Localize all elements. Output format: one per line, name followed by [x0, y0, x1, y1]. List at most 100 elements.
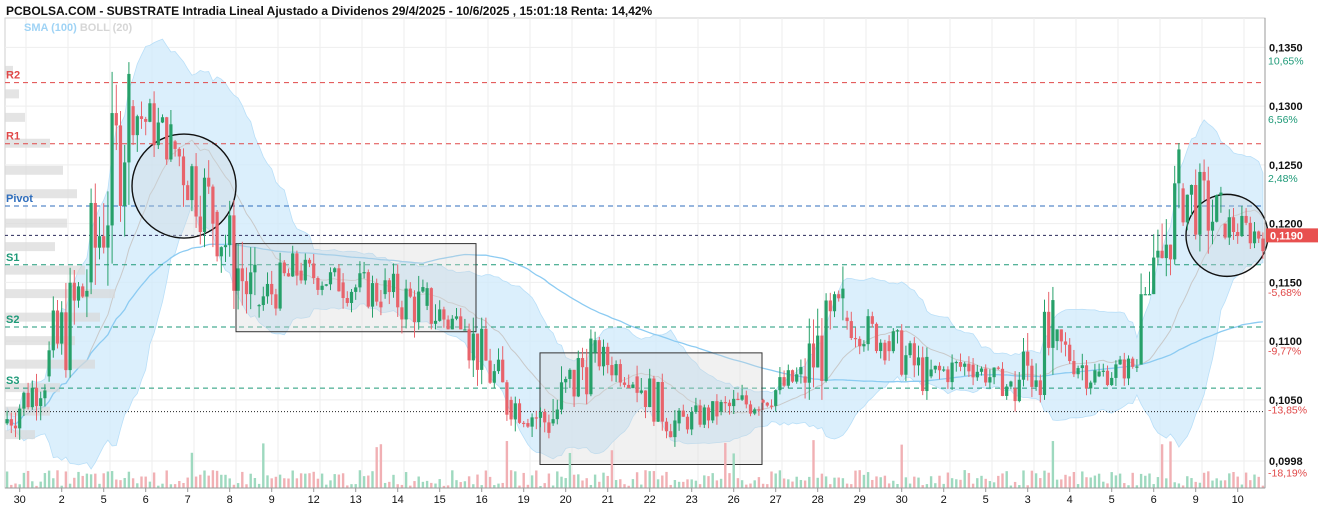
- volume-bar: [81, 475, 84, 488]
- volume-bar: [1257, 476, 1260, 488]
- volume-bar: [1144, 475, 1147, 488]
- candle-body: [1215, 195, 1219, 222]
- candle-body: [110, 113, 114, 226]
- candle-body: [677, 410, 681, 424]
- volume-bar: [1089, 477, 1092, 488]
- candle-body: [946, 369, 950, 383]
- volume-bar: [1102, 481, 1105, 488]
- y-tick-label: 0,1300: [1269, 101, 1303, 113]
- volume-bar: [631, 479, 635, 488]
- volume-bar: [581, 480, 584, 488]
- candle-body: [68, 282, 72, 371]
- candle-body: [1042, 311, 1047, 396]
- volume-bar: [291, 470, 294, 488]
- candle-body: [169, 124, 173, 160]
- volume-bar: [808, 476, 811, 488]
- renta-label: 6,56%: [1268, 114, 1298, 126]
- candle-body: [538, 412, 543, 418]
- volume-bar: [560, 476, 563, 488]
- candle-body: [1093, 370, 1097, 383]
- chart-legend[interactable]: SMA (100) BOLL (20): [24, 22, 132, 34]
- x-tick-label: 5: [1109, 494, 1115, 506]
- candle-body: [1005, 386, 1009, 396]
- volume-bar: [14, 483, 17, 488]
- volume-bar: [60, 485, 63, 488]
- candle-body: [471, 333, 475, 361]
- candle-body: [1021, 351, 1026, 380]
- volume-bar: [493, 485, 496, 488]
- candle-body: [492, 371, 496, 383]
- volume-bar: [862, 474, 866, 488]
- level-label-r2: R2: [6, 70, 20, 82]
- candle-body: [1089, 382, 1093, 389]
- bollinger-band: [6, 38, 1264, 470]
- volume-bar: [623, 484, 626, 488]
- volume-bar: [812, 440, 815, 488]
- candle-body: [165, 117, 169, 160]
- candle-body: [202, 177, 207, 233]
- candle-body: [929, 369, 933, 377]
- volume-bar: [610, 450, 614, 488]
- legend-sma[interactable]: SMA (100): [24, 22, 77, 34]
- candle-body: [618, 364, 622, 383]
- candle-body: [732, 398, 736, 407]
- volume-profile-bar: [5, 242, 55, 252]
- candle-body: [1139, 294, 1143, 365]
- candle-body: [702, 407, 706, 425]
- candle-body: [186, 185, 190, 201]
- volume-bar: [1047, 472, 1050, 488]
- volume-bar: [997, 475, 1000, 488]
- volume-bar: [245, 484, 248, 488]
- candle-body: [425, 288, 429, 306]
- volume-bar: [875, 476, 878, 488]
- volume-bar: [476, 474, 479, 488]
- candle-body: [81, 286, 85, 297]
- volume-bar: [1076, 484, 1080, 488]
- volume-bar: [593, 474, 597, 488]
- volume-bar: [1169, 441, 1172, 488]
- candle-body: [270, 283, 274, 295]
- candle-body: [488, 360, 492, 383]
- candle-body: [232, 215, 236, 291]
- candle-body: [228, 215, 232, 246]
- volume-bar: [984, 478, 987, 488]
- volume-bar: [766, 484, 769, 488]
- volume-bar: [308, 473, 311, 488]
- candle-body: [463, 329, 467, 331]
- candle-body: [253, 264, 257, 273]
- volume-bar: [43, 473, 47, 488]
- candle-body: [614, 364, 618, 376]
- volume-bar: [1110, 472, 1113, 488]
- candle-body: [265, 283, 270, 297]
- candle-body: [64, 312, 68, 371]
- volume-bar: [186, 477, 189, 488]
- legend-boll[interactable]: BOLL (20): [79, 22, 133, 34]
- volume-bar: [1135, 485, 1139, 488]
- candle-body: [375, 283, 379, 302]
- candle-body: [862, 344, 866, 347]
- candle-body: [274, 294, 278, 309]
- volume-bar: [728, 473, 731, 488]
- volume-bar: [22, 472, 26, 488]
- volume-bar: [740, 480, 744, 488]
- volume-bar: [820, 473, 824, 488]
- candle-body: [555, 409, 559, 420]
- volume-bar: [854, 470, 857, 488]
- volume-bar: [896, 484, 899, 488]
- volume-bar: [1085, 477, 1088, 488]
- volume-bar: [1034, 473, 1038, 488]
- candle-body: [446, 319, 450, 330]
- volume-bar: [988, 481, 992, 488]
- x-tick-label: 7: [185, 494, 191, 506]
- volume-bar: [871, 479, 874, 488]
- volume-bar: [278, 474, 282, 488]
- volume-bar: [249, 473, 252, 488]
- candle-body: [648, 378, 652, 408]
- candle-body: [753, 409, 757, 414]
- candle-body: [1118, 359, 1122, 365]
- candle-body: [832, 294, 837, 312]
- candle-body: [484, 328, 488, 361]
- candle-body: [496, 359, 501, 372]
- x-tick-label: 2: [59, 494, 65, 506]
